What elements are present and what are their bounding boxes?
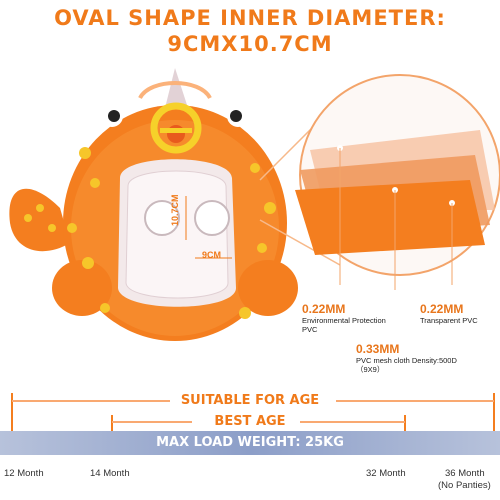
headline-line2: 9CMX10.7CM	[167, 32, 333, 56]
leg-hole-right	[194, 200, 230, 236]
spec-transparent: 0.22MM Transparent PVC	[420, 302, 498, 325]
month-12: 12 Month	[4, 468, 44, 479]
month-36: 36 Month	[445, 468, 485, 479]
float-illustration	[9, 68, 298, 341]
material-zoom	[259, 74, 500, 290]
spec-mesh-value: 0.33MM	[356, 342, 400, 356]
spec-epvc-value: 0.22MM	[302, 302, 346, 316]
month-14: 14 Month	[90, 468, 130, 479]
month-32: 32 Month	[366, 468, 406, 479]
spec-transparent-desc: Transparent PVC	[420, 316, 478, 325]
dim-label-vertical: 10.7CM	[170, 194, 180, 226]
leg-hole-left	[144, 200, 180, 236]
spec-transparent-value: 0.22MM	[420, 302, 464, 316]
steering-wheel	[150, 102, 202, 154]
max-load-bar	[0, 431, 500, 455]
spec-mesh-desc: PVC mesh cloth Density:500D（9X9）	[356, 356, 457, 374]
max-load-label: MAX LOAD WEIGHT: 25KG	[156, 435, 344, 450]
suitable-age-label: SUITABLE FOR AGE	[180, 393, 320, 408]
best-age-label: BEST AGE	[214, 414, 286, 429]
age-bars	[0, 393, 500, 455]
headline-line1: OVAL SHAPE INNER DIAMETER:	[54, 6, 446, 30]
float-tail	[9, 188, 70, 252]
spec-mesh: 0.33MM PVC mesh cloth Density:500D（9X9）	[356, 342, 466, 374]
spec-epvc: 0.22MM Environmental Protection PVC	[302, 302, 392, 334]
month-36-note: (No Panties)	[438, 480, 491, 491]
dim-label-horizontal: 9CM	[202, 250, 222, 260]
spec-epvc-desc: Environmental Protection PVC	[302, 316, 386, 334]
